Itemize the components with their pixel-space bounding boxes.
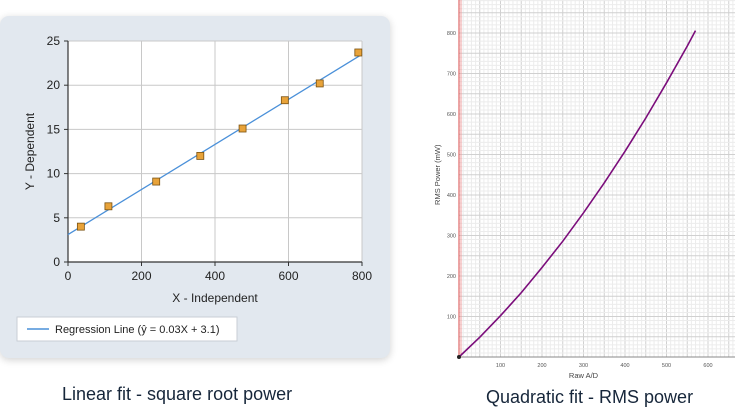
legend: Regression Line (ŷ = 0.03X + 3.1)	[16, 316, 238, 342]
y-tick-label: 500	[447, 153, 456, 159]
quadratic-fit-chart: 100 200 300 400 500 600 100 200 300 400 500 600 700 8…	[433, 0, 735, 380]
y-axis-title: RMS Power (mW)	[433, 144, 442, 205]
x-tick-label: 200	[537, 363, 546, 369]
x-axis-title: Raw A/D	[569, 371, 599, 380]
origin-point	[457, 355, 461, 359]
x-tick-label: 600	[703, 363, 712, 369]
data-point	[280, 96, 289, 105]
data-point	[104, 202, 113, 211]
y-tick-label: 700	[447, 72, 456, 78]
data-point	[315, 79, 324, 88]
x-tick-label: 200	[131, 269, 151, 283]
y-tick-label: 100	[447, 315, 456, 321]
y-tick-label: 10	[47, 167, 61, 181]
legend-box	[16, 316, 238, 342]
x-tick-label: 500	[662, 363, 671, 369]
quadratic-fit-caption: Quadratic fit - RMS power	[486, 387, 694, 407]
data-point	[152, 177, 161, 186]
x-tick-label: 800	[352, 269, 372, 283]
x-tick-label: 400	[205, 269, 225, 283]
x-tick-label: 400	[620, 363, 629, 369]
data-point	[354, 48, 363, 57]
y-tick-label: 15	[47, 122, 61, 136]
x-tick-label: 100	[496, 363, 505, 369]
regression-line	[67, 53, 363, 236]
data-point	[196, 152, 205, 160]
rms-power-curve	[458, 30, 697, 358]
y-tick-label: 600	[447, 112, 456, 118]
x-tick-label: 300	[579, 363, 588, 369]
y-tick-label: 300	[447, 234, 456, 240]
linear-fit-chart: 0 200 400 600 800 0 5 10 15 20 25 X - Independent Y …	[16, 34, 372, 342]
y-tick-label: 20	[47, 78, 61, 92]
x-tick-label: 0	[65, 269, 72, 283]
y-tick-label: 5	[53, 211, 60, 225]
data-point	[76, 222, 85, 231]
linear-fit-caption: Linear fit - square root power	[62, 384, 293, 404]
y-tick-label: 400	[447, 193, 456, 199]
legend-label: Regression Line (ŷ = 0.03X + 3.1)	[55, 324, 219, 336]
x-tick-label: 600	[278, 269, 298, 283]
y-tick-label: 800	[447, 31, 456, 37]
y-tick-label: 0	[53, 255, 60, 269]
y-axis-title: Y - Dependent	[23, 112, 37, 190]
y-tick-label: 200	[447, 274, 456, 280]
y-tick-label: 25	[47, 34, 61, 48]
data-point	[238, 124, 247, 133]
x-axis-title: X - Independent	[172, 291, 258, 305]
